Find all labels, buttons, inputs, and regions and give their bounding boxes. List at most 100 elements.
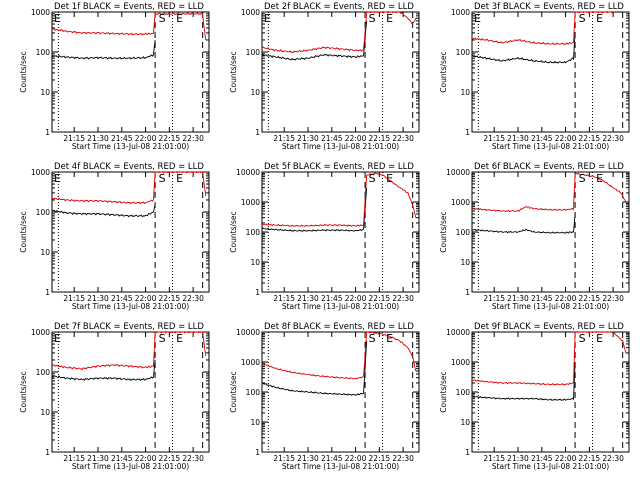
chart-panel-5: Det 5f BLACK = Events, RED = LLD 1 10 100 10… [229,162,420,311]
y-tick-label: 100 [36,208,51,217]
series-line-events [261,187,368,232]
x-axis-label: Start Time (13-Jul-08 21:01:00) [72,302,189,311]
y-tick-label: 1 [465,448,470,457]
chart-title: Det 5f BLACK = Events, RED = LLD [264,162,414,172]
series-line-events [471,361,576,401]
chart-title: Det 9f BLACK = Events, RED = LLD [474,322,624,332]
chart-title: Det 8f BLACK = Events, RED = LLD [264,322,414,332]
x-tick-label: 22:30 [392,294,414,303]
interval-marker-label: E [596,12,603,25]
interval-marker-label: E [596,332,603,345]
y-tick-label: 10000 [446,168,470,177]
x-tick-label: 22:00 [555,294,577,303]
x-axis-label: Start Time (13-Jul-08 21:01:00) [282,142,399,151]
y-tick-label: 100 [36,368,51,377]
plot-frame [471,331,630,453]
y-tick-label: 10 [460,418,470,427]
plot-frame [51,171,210,293]
interval-marker-label: E [176,12,183,25]
series-line-lld [51,331,207,371]
x-tick-label: 22:30 [182,454,204,463]
y-tick-label: 10 [460,258,470,267]
y-axis-label: Counts/sec [439,211,448,252]
x-tick-label: 21:30 [297,134,319,143]
x-tick-label: 22:15 [159,134,181,143]
plot-frame [261,11,420,133]
x-tick-label: 22:30 [182,134,204,143]
plot-frame [51,11,210,133]
interval-marker-label: E [386,172,393,185]
x-tick-label: 21:45 [111,454,133,463]
x-tick-label: 21:45 [531,134,553,143]
interval-marker-label: S [159,172,166,185]
series-line-lld [51,171,207,205]
interval-marker-label: E [386,332,393,345]
plot-frame [261,331,420,453]
series-line-events [52,204,156,218]
y-tick-label: 100 [36,48,51,57]
x-tick-label: 21:30 [507,454,529,463]
interval-marker-label: S [579,12,586,25]
x-tick-label: 21:15 [63,134,85,143]
x-tick-label: 22:00 [555,454,577,463]
x-tick-label: 22:15 [159,454,181,463]
series-line-events [471,32,576,64]
x-tick-label: 21:30 [507,294,529,303]
interval-marker-label: E [176,332,183,345]
y-tick-label: 100 [456,228,471,237]
chart-panel-7: Det 7f BLACK = Events, RED = LLD 1 10 100 10… [19,322,210,471]
x-tick-label: 21:45 [111,294,133,303]
y-tick-label: 10000 [446,328,470,337]
y-tick-label: 100 [246,388,261,397]
y-tick-label: 100 [456,388,471,397]
chart-panel-2: Det 2f BLACK = Events, RED = LLD 1 10 100 10… [229,2,420,151]
x-tick-label: 21:15 [483,134,505,143]
x-tick-label: 22:15 [369,454,391,463]
interval-marker-label: S [369,172,376,185]
series-line-lld [261,331,417,380]
y-tick-label: 100 [246,228,261,237]
interval-marker-label: S [579,172,586,185]
x-tick-label: 22:00 [135,294,157,303]
plot-frame [471,171,630,293]
y-axis-label: Counts/sec [19,371,28,412]
chart-title: Det 4f BLACK = Events, RED = LLD [54,162,204,172]
series-line-events [471,213,576,234]
x-tick-label: 21:45 [321,454,343,463]
interval-marker-label: E [54,12,61,25]
y-tick-label: 10 [40,248,50,257]
x-tick-label: 22:30 [182,294,204,303]
x-tick-label: 21:45 [111,134,133,143]
x-tick-label: 22:30 [602,294,624,303]
series-line-lld [471,172,627,213]
interval-marker-label: E [474,12,481,25]
x-tick-label: 21:15 [273,454,295,463]
interval-marker-label: E [596,172,603,185]
x-tick-label: 22:15 [159,294,181,303]
plot-frame [261,171,420,293]
x-tick-label: 21:45 [531,454,553,463]
x-tick-label: 21:15 [63,294,85,303]
y-tick-label: 1000 [451,8,470,17]
series-line-lld [471,11,614,45]
y-tick-label: 1 [255,288,260,297]
plot-frame [471,11,630,133]
y-tick-label: 1000 [241,358,260,367]
y-axis-label: Counts/sec [229,211,238,252]
series-line-events [261,20,368,61]
y-tick-label: 1 [465,288,470,297]
y-tick-label: 1000 [31,328,50,337]
x-tick-label: 22:30 [392,454,414,463]
interval-marker-label: E [386,12,393,25]
y-tick-label: 1000 [451,198,470,207]
x-axis-label: Start Time (13-Jul-08 21:01:00) [492,462,609,471]
y-tick-label: 1000 [241,8,260,17]
x-tick-label: 21:45 [321,294,343,303]
y-tick-label: 10 [250,258,260,267]
x-tick-label: 21:30 [297,454,319,463]
interval-marker-label: S [369,12,376,25]
x-tick-label: 22:00 [135,134,157,143]
x-tick-label: 22:15 [369,294,391,303]
y-tick-label: 100 [246,48,261,57]
